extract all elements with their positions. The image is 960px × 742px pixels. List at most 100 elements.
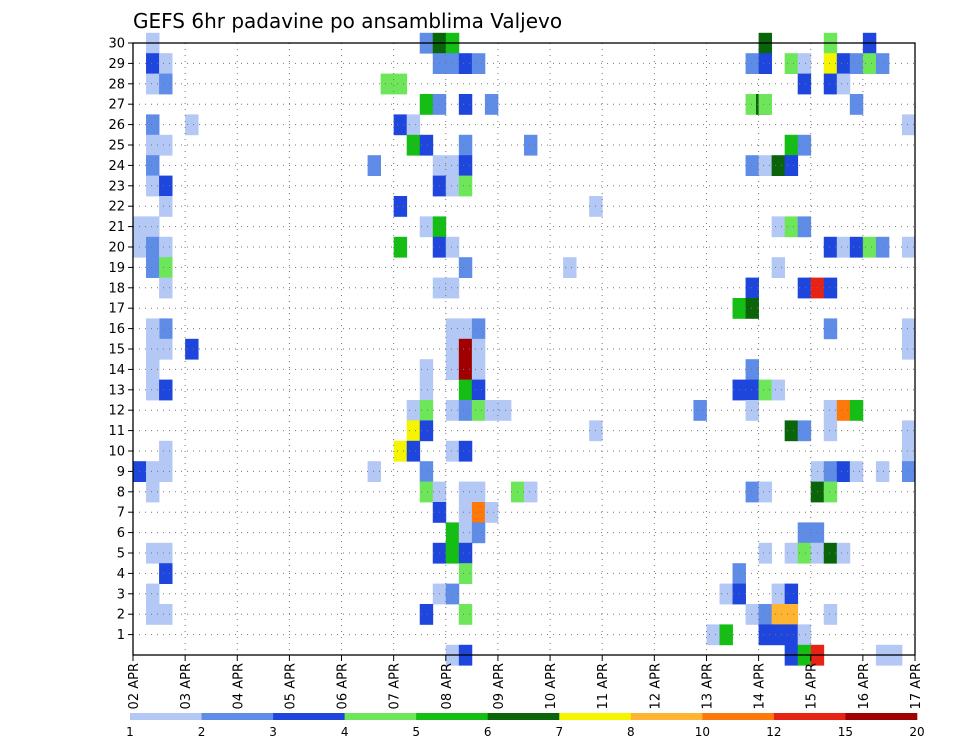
heatmap-cell <box>458 338 473 360</box>
heatmap-cell <box>484 94 499 115</box>
heatmap-cell <box>849 236 864 258</box>
heatmap-cell <box>146 461 160 482</box>
x-tick-label: 10 APR <box>544 663 559 709</box>
heatmap-cell <box>823 53 838 74</box>
heatmap-cell <box>745 481 759 503</box>
heatmap-cell <box>419 420 434 442</box>
heatmap-cell <box>745 94 759 115</box>
heatmap-cell <box>836 236 851 258</box>
y-tick-label: 20 <box>108 241 125 256</box>
chart-title: GEFS 6hr padavine po ansamblima Valjevo <box>133 9 562 33</box>
heatmap-cell <box>458 400 473 421</box>
heatmap-cell <box>771 624 786 646</box>
colorbar-label: 10 <box>695 725 710 739</box>
heatmap-cell <box>458 155 473 176</box>
heatmap-cell <box>159 236 173 258</box>
heatmap-cell <box>797 134 812 156</box>
heatmap-cell <box>393 114 408 136</box>
heatmap-cell <box>458 604 473 625</box>
heatmap-cell <box>458 379 473 401</box>
y-tick-label: 24 <box>108 159 125 174</box>
heatmap-cell <box>771 155 786 176</box>
heatmap-cell <box>445 583 460 605</box>
heatmap-cell <box>849 53 864 74</box>
heatmap-cell <box>146 73 160 95</box>
heatmap-cell <box>784 583 799 605</box>
heatmap-cell <box>458 175 473 197</box>
y-tick-label: 29 <box>108 57 125 72</box>
y-tick-label: 30 <box>108 37 125 52</box>
colorbar-label: 7 <box>555 725 563 739</box>
heatmap-cell <box>758 53 773 74</box>
x-tick-label: 03 APR <box>179 663 194 709</box>
x-tick-label: 13 APR <box>700 663 715 709</box>
heatmap-cell <box>745 604 759 625</box>
heatmap-cell <box>159 440 173 462</box>
heatmap-cell <box>445 522 460 544</box>
heatmap-cell <box>159 277 173 299</box>
heatmap-cell <box>146 359 160 380</box>
heatmap-cell <box>159 175 173 197</box>
heatmap-cell <box>758 481 773 503</box>
heatmap-cell <box>862 236 877 258</box>
heatmap-cell <box>719 624 733 646</box>
heatmap-cell <box>419 400 434 421</box>
heatmap-cell <box>393 196 408 217</box>
y-axis-ticks: 1234567891011121314151617181920212223242… <box>108 37 133 643</box>
heatmap-cell <box>758 604 773 625</box>
heatmap-cell <box>146 134 160 156</box>
heatmap-cell <box>784 134 799 156</box>
heatmap-cell <box>771 604 786 625</box>
heatmap-cell <box>445 338 460 360</box>
heatmap-cell <box>745 298 759 319</box>
y-tick-label: 11 <box>108 424 125 439</box>
heatmap-cell <box>159 53 173 74</box>
heatmap-cell <box>901 318 916 340</box>
heatmap-cell <box>159 338 173 360</box>
heatmap-cell <box>849 400 864 421</box>
heatmap-cell <box>146 257 160 278</box>
colorbar-label: 4 <box>341 725 349 739</box>
heatmap-cell <box>901 114 916 136</box>
heatmap-cell <box>185 338 199 360</box>
heatmap-cell <box>693 400 707 421</box>
colorbar-swatch <box>630 713 703 720</box>
colorbar: 1 2 3 4 5 6 7 8 10 12 15 20 <box>126 713 925 739</box>
heatmap-cell <box>745 53 759 74</box>
heatmap-cell <box>484 400 499 421</box>
y-tick-label: 1 <box>117 628 125 643</box>
y-tick-label: 28 <box>108 77 125 92</box>
y-tick-label: 12 <box>108 404 125 419</box>
x-tick-label: 16 APR <box>857 663 872 709</box>
heatmap-cell <box>159 318 173 340</box>
heatmap-cell <box>146 481 160 503</box>
heatmap-cell <box>823 481 838 503</box>
colorbar-label: 12 <box>766 725 781 739</box>
heatmap-cell <box>901 236 916 258</box>
heatmap-cell <box>146 604 160 625</box>
heatmap-cell <box>380 73 395 95</box>
heatmap-cell <box>458 318 473 340</box>
heatmap-cell <box>836 400 851 421</box>
y-tick-label: 4 <box>117 567 125 582</box>
colorbar-swatch <box>130 713 202 720</box>
heatmap-cell <box>159 379 173 401</box>
heatmap-cell <box>823 400 838 421</box>
x-axis-ticks: 02 APR 03 APR 04 APR 05 APR 06 APR 07 APR 08 A… <box>127 655 924 709</box>
colorbar-swatch <box>559 713 632 720</box>
heatmap-cell <box>471 522 486 544</box>
heatmap-cell <box>159 461 173 482</box>
heatmap-cell <box>471 338 486 360</box>
heatmap-cell <box>901 440 916 462</box>
heatmap-cell <box>406 440 421 462</box>
heatmap-cell <box>458 502 473 523</box>
colorbar-label: 8 <box>627 725 635 739</box>
y-tick-label: 18 <box>108 281 125 296</box>
y-tick-label: 6 <box>117 526 125 541</box>
heatmap-cell <box>823 318 838 340</box>
heatmap-cell <box>445 359 460 380</box>
heatmap-cell <box>146 236 160 258</box>
heatmap-cell <box>471 502 486 523</box>
heatmap-cell <box>146 379 160 401</box>
heatmap-cell <box>797 73 812 95</box>
